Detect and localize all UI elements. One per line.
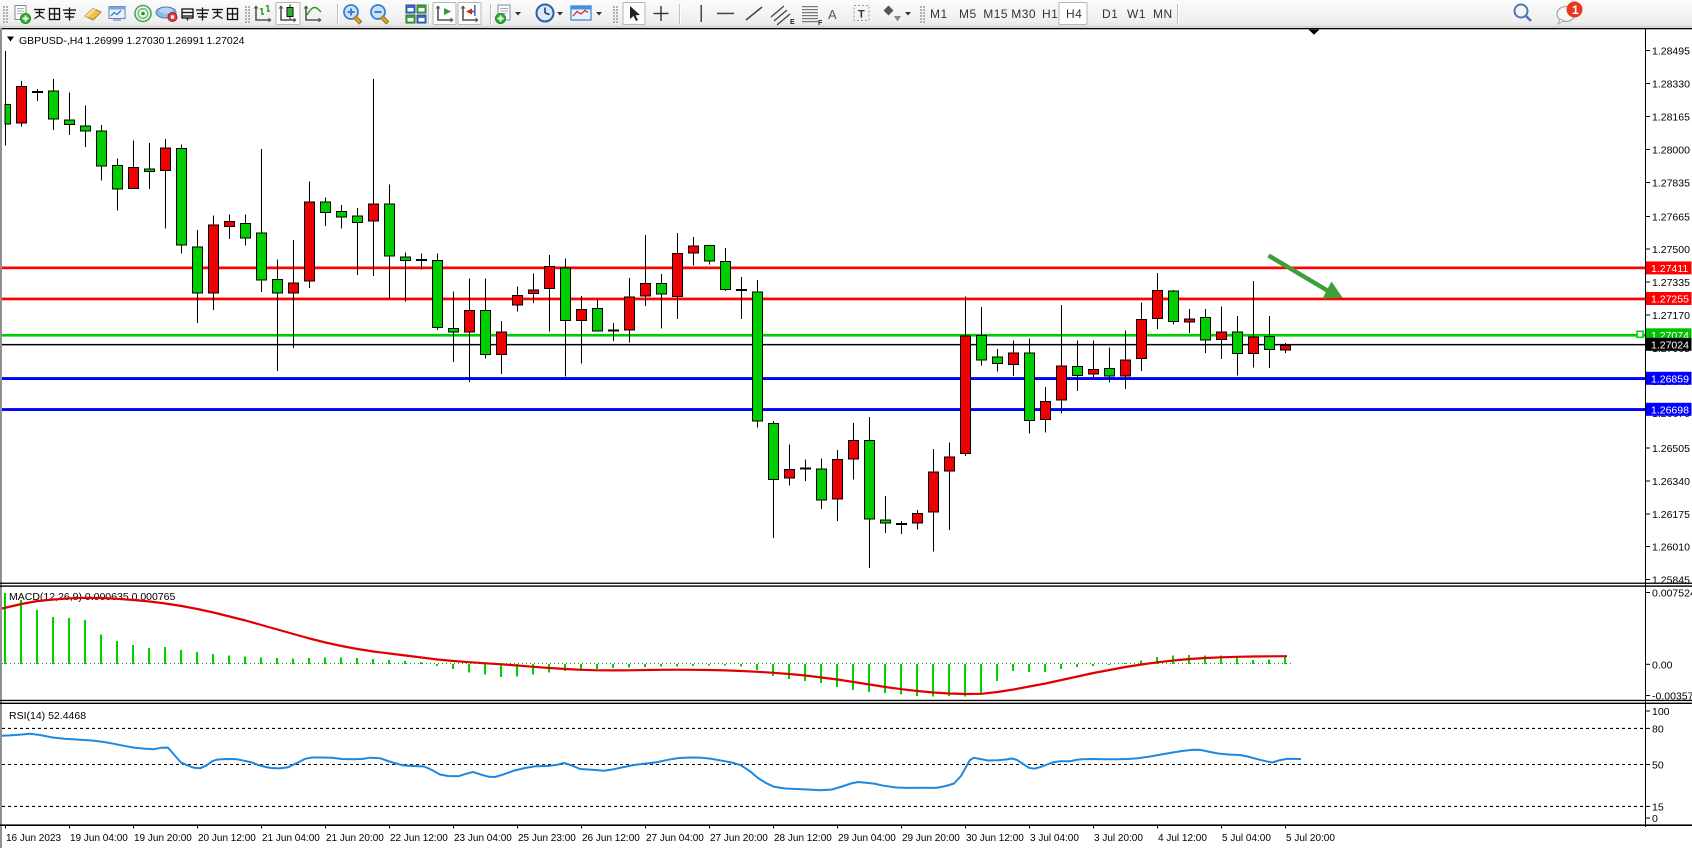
svg-text:100: 100 <box>1652 706 1670 718</box>
svg-text:H1: H1 <box>1042 7 1058 21</box>
svg-text:21 Jun 04:00: 21 Jun 04:00 <box>262 833 320 844</box>
svg-text:M5: M5 <box>959 7 977 21</box>
svg-text:1.27255: 1.27255 <box>1651 294 1689 306</box>
svg-text:T: T <box>858 9 865 21</box>
svg-text:1.26859: 1.26859 <box>1651 373 1689 385</box>
svg-text:W1: W1 <box>1127 7 1146 21</box>
svg-text:RSI(14) 52.4468: RSI(14) 52.4468 <box>9 710 86 722</box>
svg-text:M30: M30 <box>1011 7 1036 21</box>
svg-text:5 Jul 20:00: 5 Jul 20:00 <box>1286 833 1335 844</box>
svg-text:26 Jun 12:00: 26 Jun 12:00 <box>582 833 640 844</box>
svg-text:22 Jun 12:00: 22 Jun 12:00 <box>390 833 448 844</box>
svg-text:1.26010: 1.26010 <box>1652 542 1690 554</box>
svg-text:25 Jun 23:00: 25 Jun 23:00 <box>518 833 576 844</box>
svg-text:1.27665: 1.27665 <box>1652 212 1690 224</box>
svg-text:GBPUSD-,H4: GBPUSD-,H4 <box>19 35 83 47</box>
svg-text:M15: M15 <box>983 7 1008 21</box>
svg-text:1.27024: 1.27024 <box>207 35 245 47</box>
svg-text:1.26340: 1.26340 <box>1652 476 1690 488</box>
svg-text:30 Jun 12:00: 30 Jun 12:00 <box>966 833 1024 844</box>
svg-text:19 Jun 04:00: 19 Jun 04:00 <box>70 833 128 844</box>
svg-text:20 Jun 12:00: 20 Jun 12:00 <box>198 833 256 844</box>
svg-text:E: E <box>790 19 795 26</box>
svg-text:1.28000: 1.28000 <box>1652 145 1690 157</box>
svg-text:1.25845: 1.25845 <box>1652 575 1690 587</box>
svg-text:4 Jul 12:00: 4 Jul 12:00 <box>1158 833 1207 844</box>
svg-text:29 Jun 04:00: 29 Jun 04:00 <box>838 833 896 844</box>
svg-text:1.26991: 1.26991 <box>167 35 205 47</box>
svg-text:27 Jun 04:00: 27 Jun 04:00 <box>646 833 704 844</box>
svg-text:1.27835: 1.27835 <box>1652 178 1690 190</box>
svg-text:1.28330: 1.28330 <box>1652 79 1690 91</box>
svg-text:1.26505: 1.26505 <box>1652 443 1690 455</box>
svg-text:1.28495: 1.28495 <box>1652 46 1690 58</box>
svg-text:1.26175: 1.26175 <box>1652 509 1690 521</box>
svg-text:0.00: 0.00 <box>1652 659 1673 671</box>
svg-text:1.27411: 1.27411 <box>1651 263 1688 275</box>
svg-text:A: A <box>828 7 837 22</box>
svg-text:MN: MN <box>1153 7 1173 21</box>
svg-text:50: 50 <box>1652 760 1664 772</box>
svg-text:0.007524: 0.007524 <box>1652 588 1692 600</box>
svg-text:21 Jun 20:00: 21 Jun 20:00 <box>326 833 384 844</box>
svg-text:1: 1 <box>1572 3 1579 17</box>
svg-text:19 Jun 20:00: 19 Jun 20:00 <box>134 833 192 844</box>
svg-text:1.27170: 1.27170 <box>1652 310 1690 322</box>
svg-text:5 Jul 04:00: 5 Jul 04:00 <box>1222 833 1271 844</box>
svg-text:0: 0 <box>1652 813 1658 825</box>
svg-text:27 Jun 20:00: 27 Jun 20:00 <box>710 833 768 844</box>
svg-text:29 Jun 20:00: 29 Jun 20:00 <box>902 833 960 844</box>
svg-text:16 Jun 2023: 16 Jun 2023 <box>6 833 61 844</box>
svg-text:-0.003577: -0.003577 <box>1652 691 1692 703</box>
svg-text:D1: D1 <box>1102 7 1118 21</box>
svg-text:15: 15 <box>1652 801 1664 813</box>
svg-text:1.26698: 1.26698 <box>1651 404 1689 416</box>
svg-text:80: 80 <box>1652 723 1664 735</box>
svg-text:1.28165: 1.28165 <box>1652 112 1690 124</box>
svg-text:H4: H4 <box>1066 7 1082 21</box>
svg-text:28 Jun 12:00: 28 Jun 12:00 <box>774 833 832 844</box>
svg-text:3 Jul 20:00: 3 Jul 20:00 <box>1094 833 1143 844</box>
svg-text:23 Jun 04:00: 23 Jun 04:00 <box>454 833 512 844</box>
svg-text:1.26999: 1.26999 <box>86 35 124 47</box>
svg-text:1.27500: 1.27500 <box>1652 244 1690 256</box>
svg-text:1.27335: 1.27335 <box>1652 277 1690 289</box>
svg-text:3 Jul 04:00: 3 Jul 04:00 <box>1030 833 1079 844</box>
svg-text:M1: M1 <box>930 7 948 21</box>
svg-text:F: F <box>818 20 823 27</box>
svg-text:1.27030: 1.27030 <box>127 35 165 47</box>
svg-text:1.27024: 1.27024 <box>1651 339 1689 351</box>
